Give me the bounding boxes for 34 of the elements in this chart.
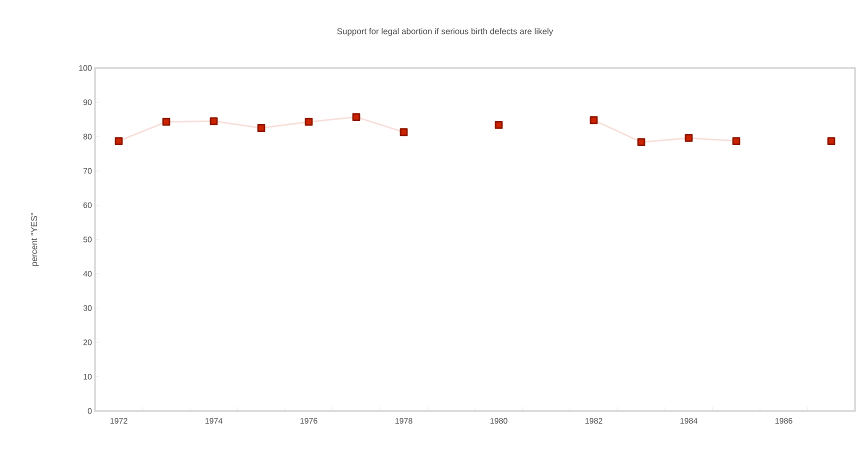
y-tick-label: 0 — [88, 408, 92, 414]
point — [827, 137, 836, 145]
x-tick-label: 1982 — [585, 418, 602, 424]
point — [352, 113, 360, 121]
point — [400, 128, 408, 136]
x-tick-label: 1972 — [110, 418, 128, 424]
y-tick-label: 20 — [83, 340, 92, 346]
y-tick-label: 10 — [84, 374, 92, 380]
point — [590, 116, 598, 124]
x-tick-label: 1986 — [775, 418, 792, 424]
x-tick-label: 1974 — [205, 418, 222, 424]
point — [257, 124, 266, 132]
point — [637, 138, 646, 146]
point — [494, 120, 503, 129]
x-tick-label: 1976 — [300, 418, 318, 424]
point — [684, 134, 693, 142]
y-tick-label: 60 — [83, 202, 92, 208]
y-tick-label: 70 — [83, 168, 92, 174]
y-axis-title: percent "YES" — [31, 212, 39, 266]
x-tick-label: 1978 — [395, 418, 412, 424]
y-tick-label: 100 — [79, 65, 92, 71]
y-tick-label: 80 — [83, 134, 92, 140]
y-tick-label: 30 — [83, 305, 92, 311]
point — [114, 137, 123, 145]
chart-title: Support for legal abortion if serious birth defects are likely — [337, 28, 554, 36]
y-tick-label: 40 — [83, 270, 92, 277]
y-tick-label: 90 — [83, 99, 92, 106]
point — [732, 137, 740, 145]
x-tick-label: 1984 — [680, 418, 698, 424]
x-tick-label: 1980 — [490, 418, 508, 424]
point — [210, 117, 218, 126]
point — [304, 118, 313, 126]
y-tick-label: 50 — [83, 236, 92, 242]
point — [162, 118, 170, 126]
